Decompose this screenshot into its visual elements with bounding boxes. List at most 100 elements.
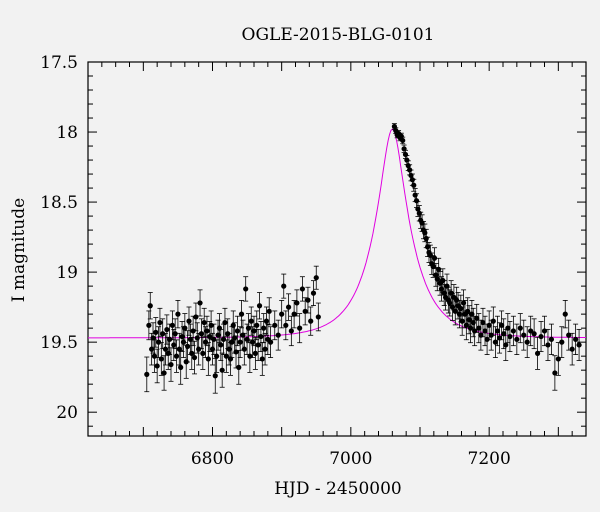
data-marker [531,331,537,337]
data-marker [494,328,501,334]
data-point [310,280,317,306]
data-marker [229,339,235,345]
data-marker [219,367,225,373]
data-marker [247,353,253,359]
data-marker [285,304,292,310]
data-point [238,300,245,329]
data-point [285,293,292,321]
data-point [220,323,227,355]
data-marker [182,325,188,331]
plot-frame [87,61,587,437]
data-point [534,336,541,370]
model-curve [88,128,586,339]
data-marker [237,339,243,345]
data-point [248,306,254,336]
data-point [212,357,218,394]
data-marker [189,350,195,356]
data-point [146,310,152,341]
data-marker [510,328,516,334]
data-marker [162,346,169,352]
data-point [451,284,457,311]
data-marker [173,353,180,359]
data-point [219,352,225,388]
data-point [155,326,162,358]
data-marker [566,332,572,338]
data-marker [528,328,534,334]
data-point [147,292,153,320]
data-point [411,178,417,192]
data-point [308,306,314,336]
data-marker [180,339,187,345]
data-marker [480,319,486,326]
data-marker [315,314,321,320]
data-point [258,321,264,353]
data-marker [514,336,520,342]
data-marker [559,339,565,345]
data-point [153,317,159,348]
data-point [402,149,409,159]
data-marker [555,356,561,362]
data-marker [160,331,166,337]
data-marker [444,283,450,289]
data-marker [175,311,181,317]
data-marker [412,192,418,198]
data-point [204,315,210,347]
data-point [436,257,442,281]
data-point [569,332,575,366]
data-point [247,339,253,373]
data-point [486,310,492,341]
data-marker [225,331,231,337]
data-marker [499,322,505,328]
data-marker [283,322,289,328]
data-marker [227,356,234,362]
data-point [205,342,211,376]
y-tick-label: 19.5 [40,333,78,353]
data-point [162,332,169,366]
data-point [164,314,170,345]
data-point [233,335,239,369]
data-point [279,300,285,329]
data-point [401,144,407,154]
data-marker [255,342,261,348]
data-marker [492,339,498,345]
data-points-group [144,123,582,394]
data-point [268,326,274,358]
data-point [517,313,523,344]
data-marker [496,335,503,341]
data-marker [172,331,178,337]
data-point [218,328,224,361]
data-point [196,332,202,366]
data-marker [194,335,200,341]
data-marker [503,342,509,348]
data-point [180,326,187,358]
data-point [541,315,548,347]
data-marker [245,325,252,331]
data-point [178,350,184,385]
data-marker [281,283,287,289]
data-marker [400,137,406,144]
data-marker [299,286,306,292]
data-marker [198,331,205,337]
data-marker [197,300,203,306]
data-marker [161,370,167,376]
x-tick-label: 7200 [468,449,511,469]
data-point [524,326,530,358]
data-marker [153,329,159,335]
model-curve-group [88,128,586,339]
data-point [315,302,321,332]
data-marker [294,300,300,306]
x-tick-label: 6800 [191,449,234,469]
data-marker [507,333,513,340]
data-marker [482,328,488,334]
data-marker [459,318,465,324]
data-marker [436,266,442,272]
data-marker [223,353,229,359]
data-marker [413,198,420,204]
data-point [144,356,150,393]
data-point [545,328,551,361]
data-point [236,350,242,385]
data-marker [171,342,177,348]
data-point [275,319,281,351]
data-marker [158,356,164,362]
